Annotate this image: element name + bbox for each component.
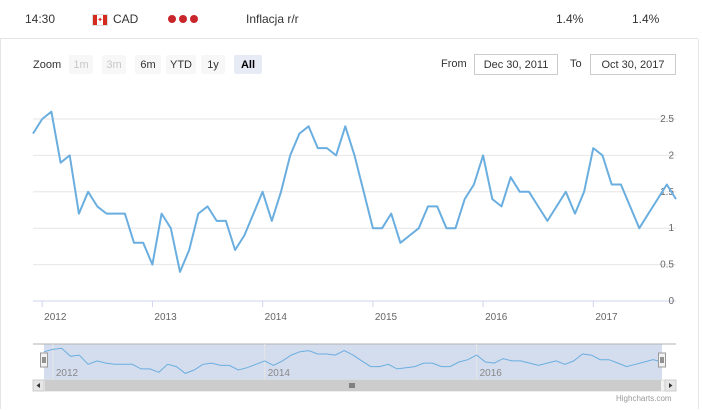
three-dots-importance-icon	[168, 15, 198, 23]
event-forecast: 1.4%	[632, 12, 660, 26]
x-tick-label: 2015	[375, 312, 398, 323]
zoom-3m-button[interactable]: 3m	[102, 55, 126, 74]
navigator-grid	[52, 344, 478, 380]
x-tick-label: 2016	[485, 312, 508, 323]
zoom-6m-button[interactable]: 6m	[135, 55, 161, 74]
from-date-input[interactable]: Dec 30, 2011	[474, 54, 558, 75]
chart-grid	[33, 118, 676, 266]
scroll-left-arrow-icon[interactable]	[32, 379, 45, 392]
navigator-series-line	[43, 347, 663, 374]
y-tick-label: 2.5	[660, 114, 674, 125]
x-tick-label: 2012	[44, 312, 67, 323]
event-currency: CAD	[113, 12, 139, 26]
event-name[interactable]: Inflacja r/r	[246, 12, 299, 26]
zoom-1y-button[interactable]: 1y	[201, 55, 225, 74]
chart-panel	[0, 39, 699, 409]
scroll-right-arrow-icon[interactable]	[664, 379, 677, 392]
scrollbar-grip-icon	[349, 383, 355, 388]
y-tick-label: 1	[668, 223, 674, 234]
event-time: 14:30	[25, 12, 56, 26]
y-axis-labels: 2.5 2 1.5 1 0.5 0	[660, 114, 674, 307]
zoom-all-button[interactable]: All	[234, 55, 262, 74]
navigator-labels: 2012 2014 2016	[56, 368, 502, 379]
series-line	[32, 110, 677, 273]
navigator-label: 2012	[56, 368, 79, 379]
canada-flag-icon: ✦	[92, 14, 108, 26]
y-tick-label: 0	[668, 296, 674, 307]
x-axis-ticks: 2012 2013 2014 2015 2016 2017	[41, 301, 618, 323]
x-tick-label: 2013	[154, 312, 177, 323]
navigator-label: 2016	[480, 368, 503, 379]
navigator-handle-right[interactable]	[658, 352, 666, 368]
y-tick-label: 0.5	[660, 260, 674, 271]
x-tick-label: 2014	[265, 312, 288, 323]
zoom-ytd-button[interactable]: YTD	[166, 55, 196, 74]
scrollbar-thumb[interactable]	[45, 380, 661, 391]
highcharts-credits[interactable]: Highcharts.com	[616, 394, 672, 403]
x-tick-label: 2017	[595, 312, 618, 323]
calendar-event-row[interactable]: 14:30 ✦ CAD Inflacja r/r 1.4% 1.4%	[0, 0, 698, 39]
zoom-1m-button[interactable]: 1m	[69, 55, 93, 74]
navigator-handle-left[interactable]	[40, 352, 48, 368]
navigator-mask[interactable]	[44, 344, 662, 380]
from-label: From	[441, 58, 467, 70]
navigator-label: 2014	[268, 368, 291, 379]
event-actual: 1.4%	[556, 12, 584, 26]
to-date-input[interactable]: Oct 30, 2017	[590, 54, 676, 75]
y-tick-label: 1.5	[660, 187, 674, 198]
zoom-label: Zoom	[33, 59, 62, 71]
y-tick-label: 2	[668, 150, 674, 161]
to-label: To	[570, 58, 582, 70]
